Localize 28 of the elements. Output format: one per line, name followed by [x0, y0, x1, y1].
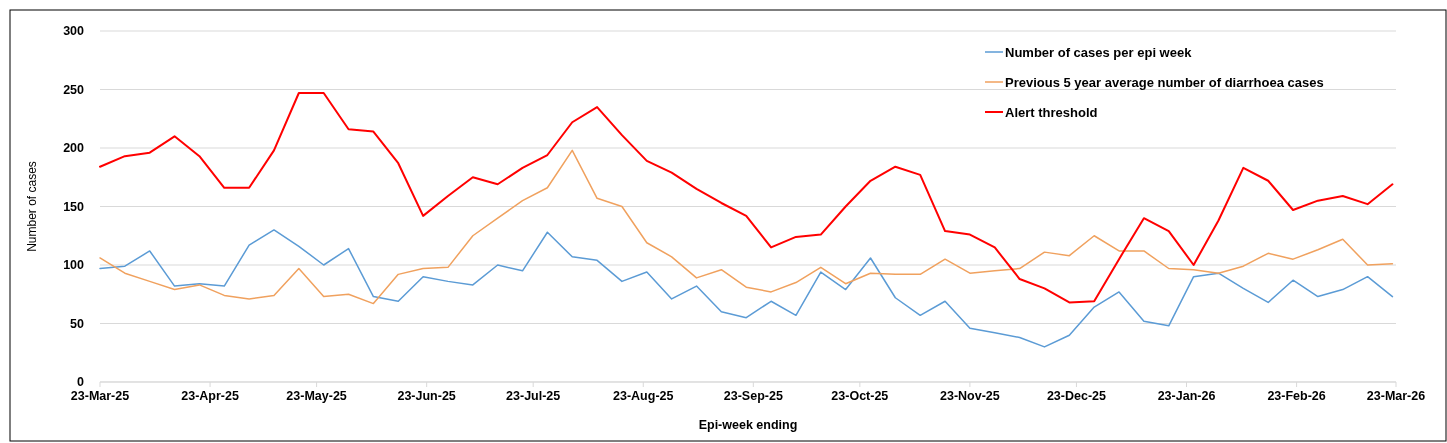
x-tick-label: 23-Jan-26 [1157, 389, 1216, 403]
x-tick-label: 23-May-25 [286, 389, 347, 403]
x-tick-label: 23-Mar-26 [1366, 389, 1426, 403]
x-tick-label: 23-Oct-25 [831, 389, 889, 403]
line-series [99, 149, 1394, 305]
x-tick-label: 23-Feb-26 [1267, 389, 1326, 403]
y-tick-label: 50 [70, 316, 85, 331]
legend-label: Alert threshold [1005, 104, 1098, 120]
line-series [99, 92, 1394, 304]
line-series [99, 229, 1394, 348]
y-tick-label: 100 [63, 258, 85, 272]
y-axis-title: Number of cases [25, 161, 39, 252]
x-axis-title: Epi-week ending [698, 418, 798, 432]
legend-label: Previous 5 year average number of diarrhoea cases [1005, 74, 1324, 90]
x-tick-label: 23-Nov-25 [940, 389, 1000, 403]
legend-label: Number of cases per epi week [1005, 44, 1193, 60]
x-tick-label: 23-Jun-25 [397, 389, 456, 403]
y-tick-label: 300 [63, 24, 85, 38]
x-tick-label: 23-Sep-25 [723, 389, 783, 403]
y-tick-label: 150 [63, 199, 85, 214]
x-tick-label: 23-Aug-25 [613, 389, 674, 403]
x-tick-label: 23-Dec-25 [1046, 389, 1107, 403]
x-tick-label: 23-Apr-25 [181, 389, 239, 403]
x-tick-label: 23-Jul-25 [506, 389, 561, 403]
y-tick-label: 250 [63, 82, 85, 97]
y-tick-label: 200 [63, 141, 85, 155]
x-tick-label: 23-Mar-25 [70, 389, 130, 403]
y-tick-label: 0 [77, 375, 85, 389]
